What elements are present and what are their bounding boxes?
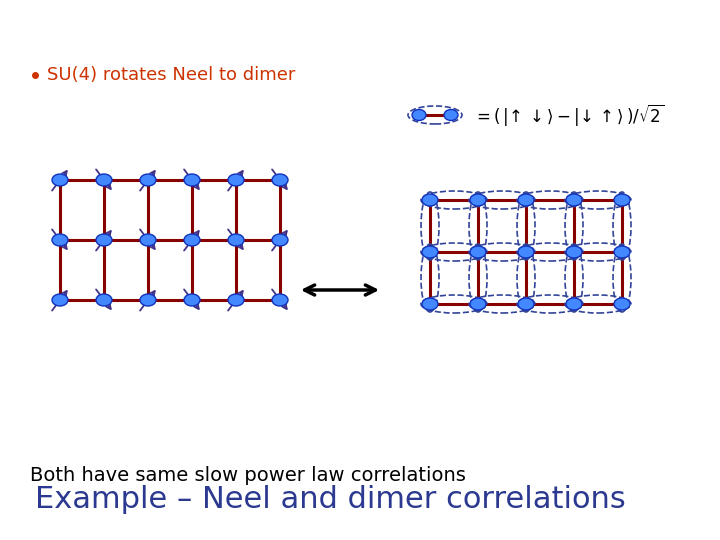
Ellipse shape: [470, 246, 486, 258]
Ellipse shape: [96, 234, 112, 246]
Ellipse shape: [566, 246, 582, 258]
Ellipse shape: [228, 234, 244, 246]
Ellipse shape: [52, 234, 68, 246]
Ellipse shape: [566, 298, 582, 310]
Ellipse shape: [140, 294, 156, 306]
Ellipse shape: [228, 294, 244, 306]
Ellipse shape: [518, 246, 534, 258]
Ellipse shape: [470, 194, 486, 206]
Ellipse shape: [614, 246, 630, 258]
Text: Both have same slow power law correlations: Both have same slow power law correlatio…: [30, 466, 466, 485]
Ellipse shape: [518, 194, 534, 206]
Text: Example – Neel and dimer correlations: Example – Neel and dimer correlations: [35, 485, 626, 515]
Text: SU(4) rotates Neel to dimer: SU(4) rotates Neel to dimer: [47, 66, 295, 84]
Text: $= \left(\,|\!\uparrow\downarrow\rangle - |\!\downarrow\uparrow\rangle\,\right)/: $= \left(\,|\!\uparrow\downarrow\rangle …: [473, 102, 665, 128]
Ellipse shape: [272, 174, 288, 186]
Ellipse shape: [272, 234, 288, 246]
Ellipse shape: [184, 234, 200, 246]
Ellipse shape: [518, 298, 534, 310]
Ellipse shape: [614, 194, 630, 206]
Ellipse shape: [228, 174, 244, 186]
Ellipse shape: [422, 194, 438, 206]
Ellipse shape: [184, 294, 200, 306]
Ellipse shape: [184, 174, 200, 186]
Ellipse shape: [470, 298, 486, 310]
Ellipse shape: [140, 174, 156, 186]
Ellipse shape: [422, 298, 438, 310]
Ellipse shape: [96, 294, 112, 306]
Ellipse shape: [444, 110, 458, 120]
Ellipse shape: [566, 194, 582, 206]
Ellipse shape: [52, 294, 68, 306]
Ellipse shape: [422, 246, 438, 258]
Ellipse shape: [140, 234, 156, 246]
Ellipse shape: [272, 294, 288, 306]
Ellipse shape: [96, 174, 112, 186]
Ellipse shape: [412, 110, 426, 120]
Ellipse shape: [52, 174, 68, 186]
Ellipse shape: [614, 298, 630, 310]
